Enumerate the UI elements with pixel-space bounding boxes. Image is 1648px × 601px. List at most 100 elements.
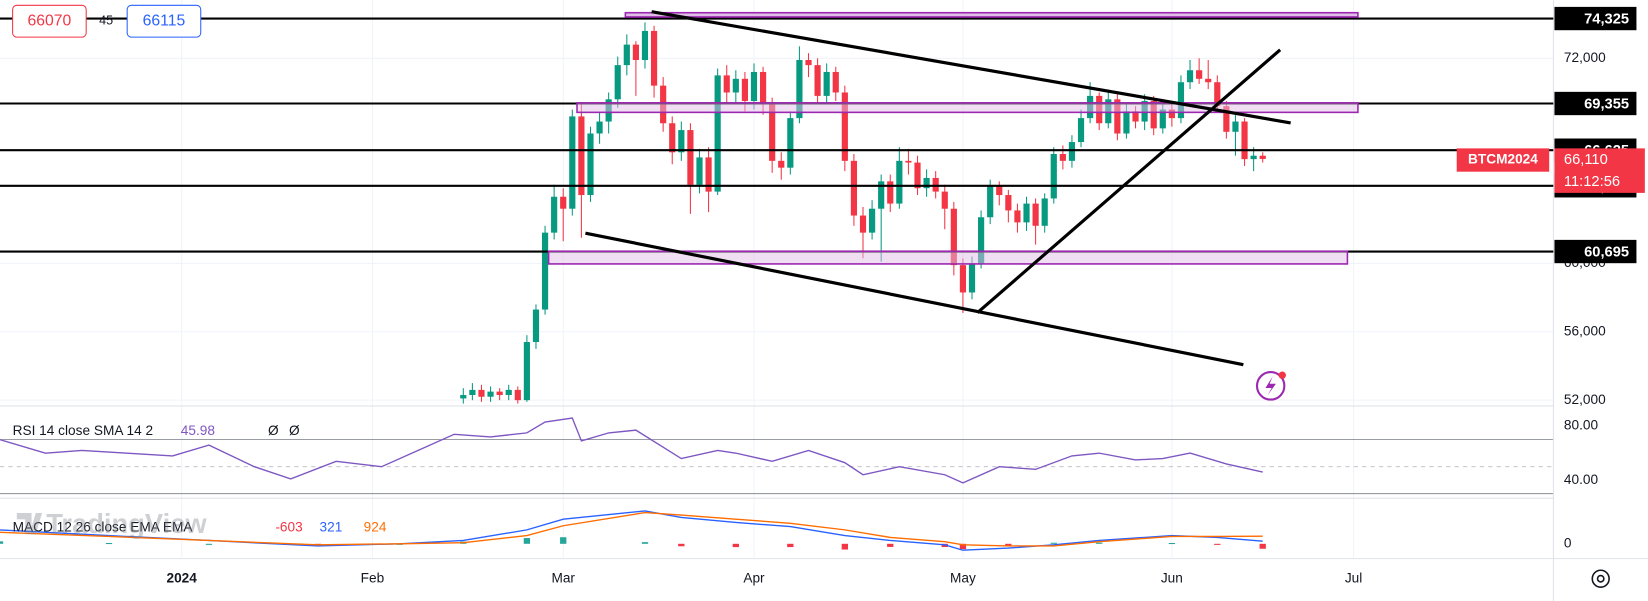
candle-body — [596, 121, 603, 134]
macd-bar — [678, 543, 685, 547]
y-tick-label: 0 — [1564, 535, 1572, 550]
macd-bar — [1096, 542, 1103, 544]
candle-body — [1168, 109, 1175, 119]
macd-bar — [1214, 543, 1221, 545]
macd-bar — [1259, 543, 1266, 549]
candle-body — [687, 130, 694, 185]
watermark: TradingView — [16, 508, 207, 539]
candle-body — [1186, 70, 1194, 83]
ask-box[interactable] — [126, 4, 202, 38]
alert-bolt — [1265, 376, 1276, 396]
candle-body — [587, 133, 594, 196]
candle-body — [1041, 198, 1048, 226]
candle-body — [614, 65, 621, 100]
indicator-extra: Ø — [289, 423, 300, 438]
countdown: 11:12:56 — [1564, 174, 1620, 190]
ask: 66115 — [143, 12, 186, 29]
indicator-value: 924 — [364, 519, 387, 534]
bid-box[interactable] — [12, 4, 87, 38]
candle-body — [869, 208, 876, 233]
candle-body — [1005, 195, 1012, 211]
candle-body — [859, 215, 867, 233]
candle-body — [850, 160, 858, 216]
candle-body — [1014, 210, 1021, 223]
candle-body — [1196, 70, 1203, 79]
candle-body — [950, 208, 957, 266]
indicator-extra: Ø — [268, 423, 279, 438]
candle-body — [569, 116, 576, 209]
candle-body — [1032, 203, 1039, 226]
macd-bar — [841, 543, 848, 550]
y-tick-label: 52,000 — [1564, 392, 1606, 407]
candle-body — [1050, 154, 1057, 199]
candle-body — [669, 123, 676, 153]
candle-body — [841, 92, 848, 161]
candle-body — [460, 395, 467, 399]
macd-line — [0, 511, 1263, 547]
header: 66070 45 66115 — [12, 4, 202, 38]
candle-body — [469, 389, 476, 396]
candle-body — [1150, 101, 1157, 129]
last-price: 66,110 — [1564, 152, 1608, 168]
zone — [547, 250, 1349, 265]
level-label-box — [1554, 91, 1637, 116]
macd-bar — [787, 543, 794, 548]
drawings — [547, 10, 1359, 401]
trendline — [651, 10, 1291, 125]
candle-body — [641, 30, 649, 60]
indicator-title: RSI 14 close SMA 14 2 — [13, 423, 153, 438]
macd-bar — [1168, 542, 1176, 545]
macd-bar — [959, 543, 967, 550]
candle-body — [578, 116, 585, 196]
candle-body — [878, 181, 885, 209]
macd-bar — [105, 542, 113, 545]
candle-body — [1114, 99, 1121, 134]
macd-bar — [0, 541, 4, 544]
macd-bar — [1050, 542, 1057, 544]
macd-bar — [732, 543, 739, 548]
candle-body — [750, 71, 758, 102]
candle-body — [914, 162, 921, 189]
candle-body — [1177, 82, 1185, 119]
alert-dot — [1278, 371, 1286, 379]
x-tick-label: Mar — [551, 570, 575, 585]
candle-body — [759, 71, 767, 105]
candle-body — [1205, 78, 1212, 83]
macd-bar — [523, 538, 531, 544]
candle-body — [723, 75, 730, 93]
trendline — [585, 231, 1244, 367]
x-tick-label: Jul — [1345, 570, 1362, 585]
alert-icon[interactable] — [1255, 370, 1286, 401]
candle-body — [1068, 142, 1076, 161]
candle-body — [968, 263, 976, 293]
candle-body — [623, 44, 630, 66]
level-label-box — [1554, 6, 1637, 31]
candle-body — [1214, 82, 1221, 107]
candle-body — [560, 196, 567, 209]
candle-body — [505, 389, 512, 396]
candle-body — [896, 160, 903, 204]
x-tick-label: May — [950, 570, 976, 585]
x-tick-label: 2024 — [166, 570, 197, 585]
macd-bar — [887, 543, 894, 547]
candle-body — [1077, 118, 1085, 143]
settings-icon[interactable] — [1591, 569, 1610, 589]
candle-body — [650, 30, 658, 86]
candle-body — [1059, 154, 1066, 161]
candle-body — [696, 157, 703, 185]
last-price-box — [1554, 148, 1645, 193]
level-label: 60,695 — [1584, 244, 1629, 260]
symbol-label-box — [1456, 148, 1550, 172]
y-tick-label: 40.00 — [1564, 472, 1599, 487]
candle-body — [532, 309, 540, 343]
settings-button[interactable] — [1591, 569, 1610, 589]
candle-body — [1123, 111, 1130, 134]
zone — [576, 102, 1359, 114]
zone — [624, 11, 1359, 18]
candle-body — [941, 191, 948, 209]
candle-body — [678, 130, 685, 153]
x-tick-label: Jun — [1161, 570, 1183, 585]
macd-bar — [641, 542, 649, 544]
candle-body — [1241, 121, 1248, 160]
